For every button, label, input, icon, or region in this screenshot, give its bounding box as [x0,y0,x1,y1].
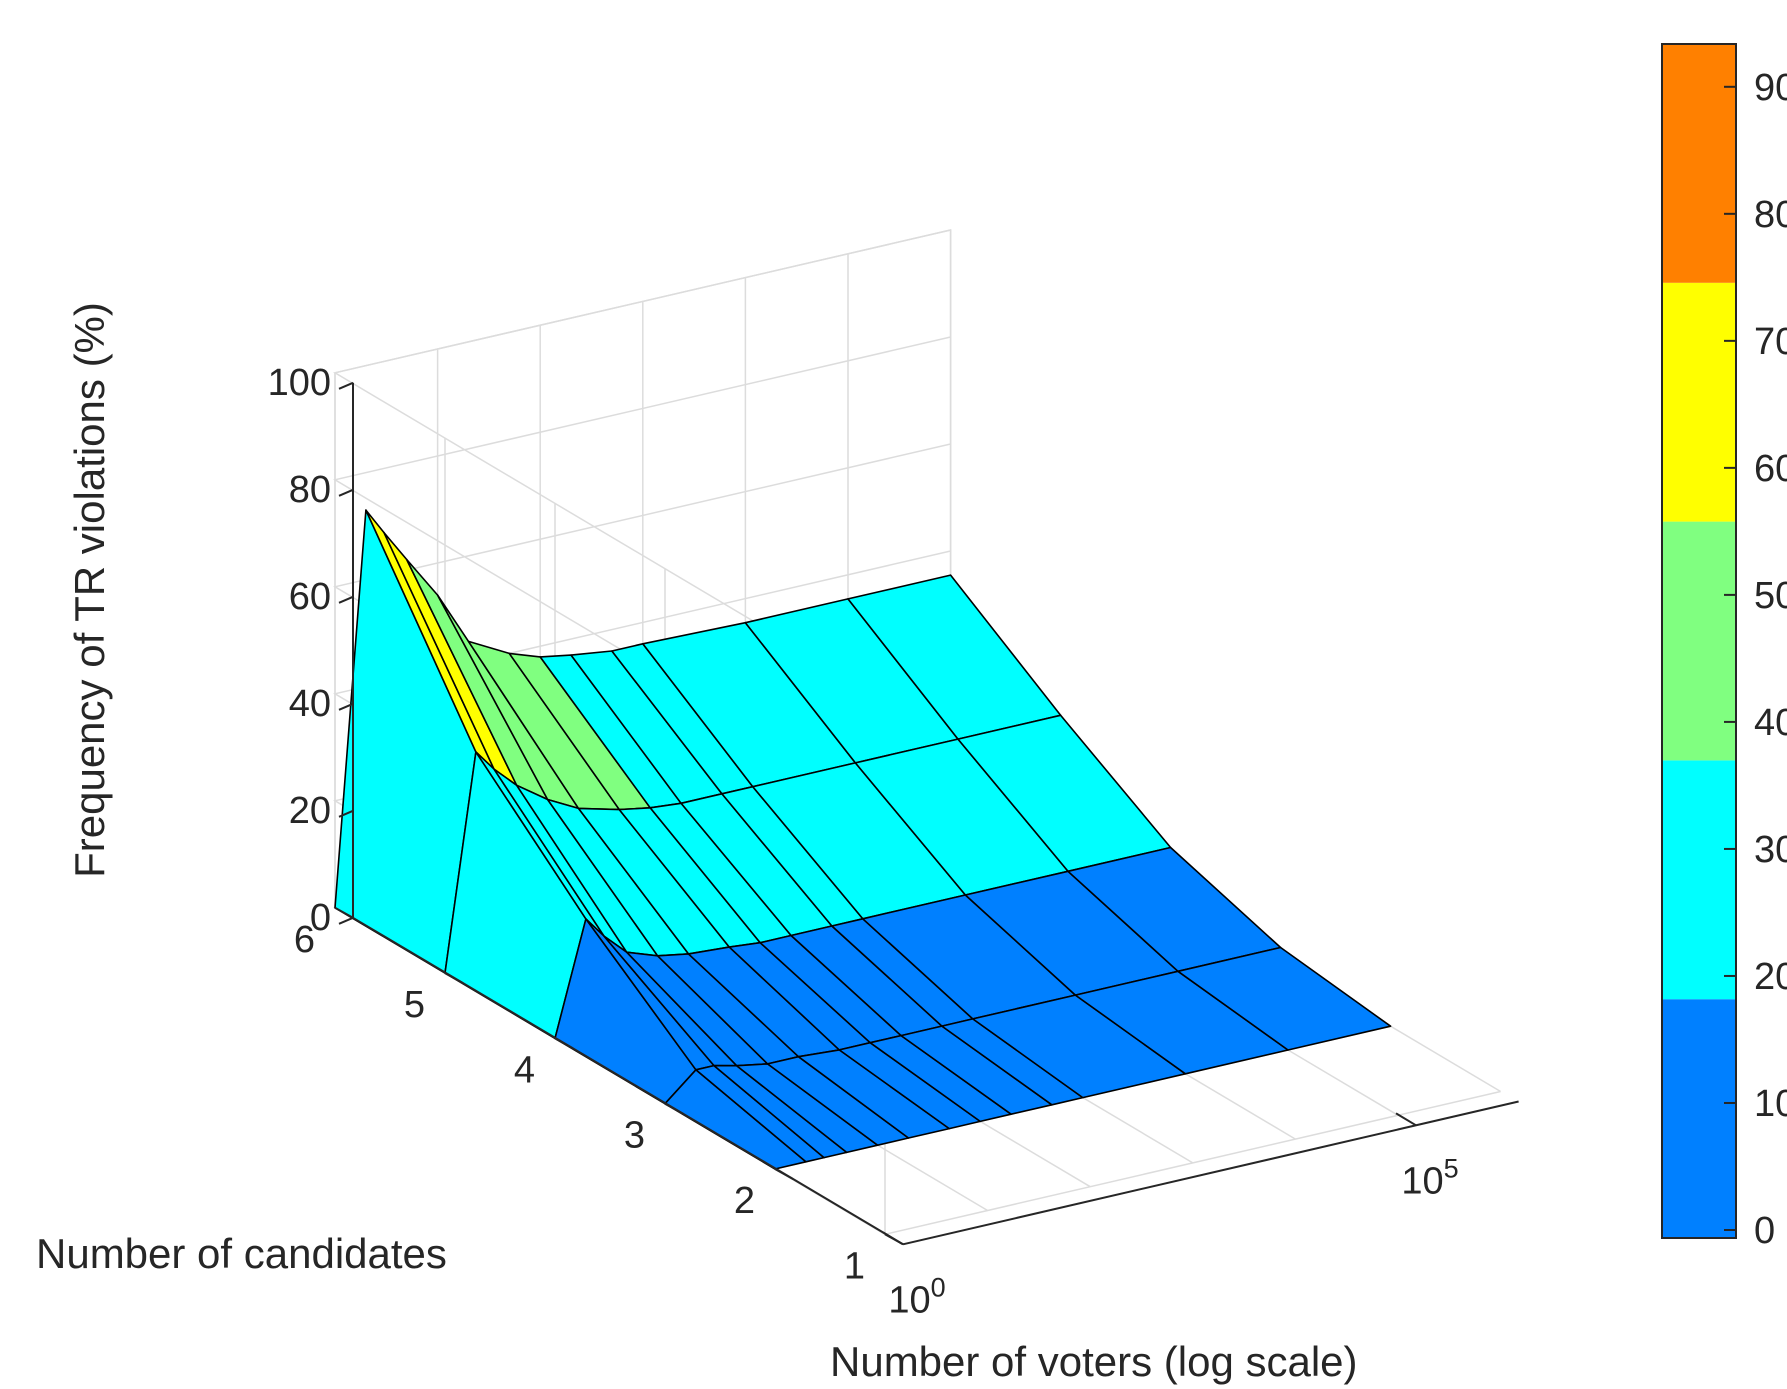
colorbar-tick-label: 20 [1754,956,1787,998]
z-tick-mark [338,381,354,390]
y-tick-label: 4 [514,1049,535,1091]
colorbar-tick-label: 0 [1754,1210,1775,1252]
colorbar-tick-label: 30 [1754,829,1787,871]
colorbar-tick-label: 90 [1754,67,1787,109]
colorbar-band [1662,521,1736,761]
z-tick-mark [338,809,354,818]
colorbar-tick-label: 50 [1754,575,1787,617]
surface-patches [334,509,1392,1170]
x-tick-label: 100 [888,1272,945,1321]
y-tick-label: 1 [844,1245,865,1287]
x-tick-mark [882,1231,904,1246]
colorbar-band [1662,760,1736,1000]
x-tick-mark [1395,1112,1417,1127]
colorbar-tick-label: 80 [1754,194,1787,236]
axes-lines [334,381,1519,1246]
y-tick-label: 3 [624,1115,645,1157]
y-tick-mark [444,972,464,984]
colorbar-band [1662,999,1736,1238]
y-axis-label: Number of candidates [36,1230,447,1277]
y-tick-mark [774,1168,794,1180]
z-axis-label: Frequency of TR violations (%) [66,302,113,878]
y-tick-label: 5 [404,984,425,1026]
colorbar-band [1662,282,1736,522]
z-tick-label: 60 [289,576,331,618]
y-axis-line [352,916,904,1246]
z-tick-label: 20 [289,790,331,832]
y-tick-label: 6 [294,919,315,961]
z-tick-mark [338,488,354,497]
tick-labels: 0 20 40 60 80 100 1 2 3 4 5 6 100 105 [268,362,1459,1322]
surface-patch [1177,946,1392,1051]
colorbar-frame [1661,43,1737,1239]
colorbar-tick-label: 40 [1754,702,1787,744]
z-tick-mark [338,595,354,604]
z-tick-label: 0 [310,897,331,939]
colorbar: 0 10 20 30 40 50 60 70 80 90 [1661,43,1787,1252]
y-tick-mark [334,906,354,919]
colorbar-tick-label: 60 [1754,448,1787,490]
z-tick-mark [338,916,354,925]
y-tick-mark [664,1102,684,1115]
colorbar-band [1662,44,1736,283]
colorbar-tick-label: 70 [1754,321,1787,363]
colorbar-tick-label: 10 [1754,1083,1787,1125]
z-tick-label: 80 [289,469,331,511]
y-tick-label: 2 [734,1180,755,1222]
y-tick-mark [554,1037,574,1050]
x-tick-label: 105 [1401,1153,1458,1202]
z-tick-label: 40 [289,683,331,725]
x-axis-label: Number of voters (log scale) [830,1338,1358,1385]
z-tick-mark [338,702,354,711]
z-tick-label: 100 [268,362,331,404]
